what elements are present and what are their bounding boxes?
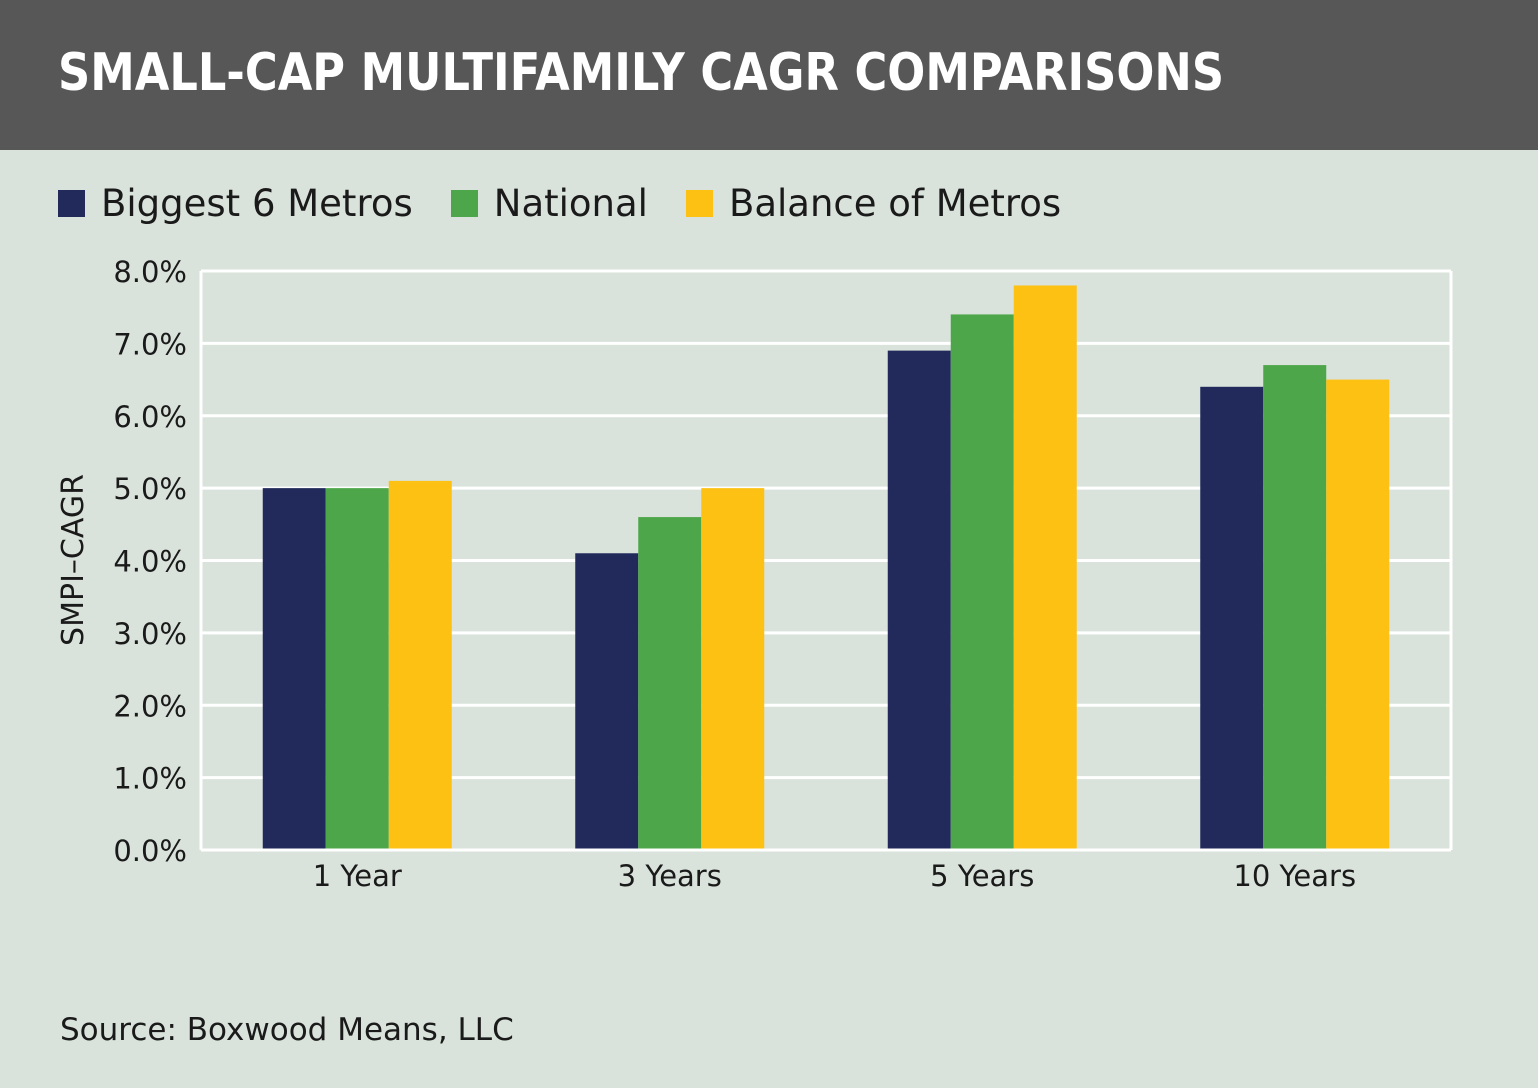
y-tick-label: 7.0% [113, 327, 187, 361]
y-tick-label: 6.0% [113, 400, 187, 434]
bar-biggest-6-metros-10-years [1200, 386, 1264, 850]
y-tick-label: 8.0% [113, 255, 187, 289]
bar-biggest-6-metros-5-years [887, 350, 951, 850]
x-tick-label: 10 Years [1233, 859, 1356, 893]
bar-national-5-years [950, 314, 1014, 850]
y-tick-label: 5.0% [113, 472, 187, 506]
source-note: Source: Boxwood Means, LLC [60, 1012, 514, 1048]
y-tick-label: 3.0% [113, 617, 187, 651]
x-tick-label: 1 Year [313, 859, 402, 893]
legend-swatch-biggest-6-metros [58, 189, 85, 217]
legend-label-biggest-6-metros: Biggest 6 Metros [101, 181, 413, 225]
y-tick-label: 4.0% [113, 545, 187, 579]
bars [262, 285, 1390, 851]
legend-item-balance-of-metros: Balance of Metros [685, 181, 1062, 225]
y-tick-label: 1.0% [113, 762, 187, 796]
bar-national-3-years [638, 517, 702, 850]
legend-label-balance-of-metros: Balance of Metros [728, 181, 1062, 225]
header-bar: SMALL-CAP MULTIFAMILY CAGR COMPARISONS [0, 0, 1538, 150]
bar-balance-of-metros-1-year [388, 480, 452, 850]
axes: 0.0% 1.0% 2.0% 3.0% 4.0% 5.0% 6.0% 7.0% 8.0% 1 Ye… [113, 255, 1451, 893]
legend-item-national: National [450, 181, 648, 225]
legend-item-biggest-6-metros: Biggest 6 Metros [58, 182, 413, 225]
legend: Biggest 6 Metros National Balance of Met… [58, 176, 1099, 230]
bar-national-10-years [1263, 365, 1327, 850]
x-tick-label: 5 Years [930, 859, 1034, 893]
chart-title: SMALL-CAP MULTIFAMILY CAGR COMPARISONS [58, 43, 1225, 103]
bar-balance-of-metros-3-years [701, 488, 765, 850]
bar-biggest-6-metros-3-years [575, 553, 639, 850]
bar-biggest-6-metros-1-year [262, 488, 326, 850]
legend-label-national: National [493, 181, 648, 225]
bar-balance-of-metros-10-years [1326, 379, 1390, 850]
bar-national-1-year [325, 488, 389, 850]
legend-swatch-national [450, 189, 478, 217]
bar-balance-of-metros-5-years [1013, 285, 1077, 851]
y-tick-label: 0.0% [113, 834, 187, 868]
y-tick-label: 2.0% [113, 689, 187, 723]
x-tick-label: 3 Years [618, 859, 722, 893]
y-axis-title: SMPI–CAGR [56, 474, 91, 646]
legend-swatch-balance-of-metros [685, 189, 713, 217]
